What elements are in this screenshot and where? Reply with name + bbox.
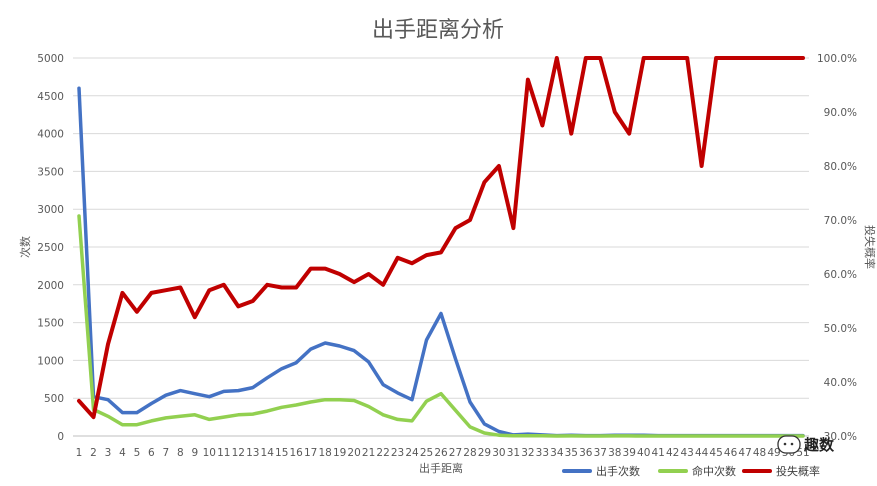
x-tick-label: 17	[304, 447, 317, 459]
x-tick-label: 8	[177, 447, 184, 459]
y2-tick-label: 100.0%	[817, 53, 857, 65]
y-tick-label: 0	[57, 431, 64, 443]
y-tick-label: 3000	[37, 204, 64, 216]
y-tick-label: 500	[44, 393, 64, 405]
watermark: 趣数	[777, 435, 835, 454]
x-tick-label: 5	[134, 447, 141, 459]
x-tick-label: 16	[290, 447, 304, 459]
y2-tick-label: 30.0%	[824, 431, 857, 443]
x-tick-label: 1	[76, 447, 83, 459]
x-tick-label: 35	[565, 447, 578, 459]
x-tick-label: 36	[579, 447, 593, 459]
series-line-1	[77, 214, 805, 438]
y-axis-title: 次数	[18, 236, 32, 258]
x-tick-label: 39	[623, 447, 636, 459]
x-tick-label: 48	[753, 447, 766, 459]
wechat-icon	[777, 435, 801, 454]
y-tick-label: 2500	[37, 242, 64, 254]
x-tick-label: 49	[767, 447, 780, 459]
x-tick-label: 26	[434, 447, 448, 459]
x-tick-label: 12	[232, 447, 245, 459]
x-tick-label: 4	[119, 447, 126, 459]
x-tick-label: 30	[492, 447, 505, 459]
y-tick-label: 5000	[37, 53, 64, 65]
x-tick-label: 45	[709, 447, 722, 459]
x-tick-label: 15	[275, 447, 288, 459]
chart-title: 出手距离分析	[372, 18, 504, 43]
x-tick-label: 21	[362, 447, 375, 459]
x-tick-label: 25	[420, 447, 433, 459]
legend-label-1: 命中次数	[692, 464, 736, 478]
x-axis-ticks: 1 2 3 4 5 6 7 8 9 10 11 12 13 14 15 16 17 18 19 20 21 22 23 24 2…	[76, 447, 810, 459]
x-tick-label: 13	[246, 447, 259, 459]
x-tick-label: 24	[405, 447, 419, 459]
y2-tick-label: 90.0%	[824, 107, 857, 119]
y2-axis-title: 投失概率	[863, 225, 877, 269]
x-tick-label: 51	[796, 447, 809, 459]
x-tick-label: 32	[521, 447, 534, 459]
x-tick-label: 27	[449, 447, 462, 459]
x-tick-label: 47	[738, 447, 751, 459]
x-tick-label: 44	[695, 447, 709, 459]
x-tick-label: 38	[608, 447, 621, 459]
x-tick-label: 40	[637, 447, 650, 459]
y2-tick-label: 50.0%	[824, 323, 857, 335]
y-axis-ticks: 0 500 1000 1500 2000 2500 3000 3500 4000 4500 5000	[37, 53, 64, 443]
x-tick-label: 34	[550, 447, 564, 459]
y-tick-label: 1000	[37, 355, 64, 367]
series-lines	[77, 56, 805, 438]
x-tick-label: 14	[261, 447, 275, 459]
x-tick-label: 9	[191, 447, 198, 459]
x-tick-label: 3	[105, 447, 112, 459]
x-tick-label: 46	[724, 447, 738, 459]
x-tick-label: 23	[391, 447, 404, 459]
y-tick-label: 4000	[37, 129, 64, 141]
y2-tick-label: 80.0%	[824, 161, 857, 173]
x-tick-label: 7	[163, 447, 170, 459]
x-tick-label: 18	[318, 447, 331, 459]
x-tick-label: 43	[680, 447, 693, 459]
legend-label-0: 出手次数	[596, 464, 640, 478]
x-tick-label: 41	[652, 447, 665, 459]
watermark-text: 趣数	[803, 436, 835, 454]
x-tick-label: 31	[507, 447, 520, 459]
x-tick-label: 20	[347, 447, 360, 459]
x-tick-label: 42	[666, 447, 679, 459]
y-tick-label: 2000	[37, 280, 64, 292]
y2-tick-label: 60.0%	[824, 269, 857, 281]
legend: 出手次数 命中次数 投失概率	[562, 464, 820, 478]
x-tick-label: 2	[90, 447, 97, 459]
x-tick-label: 33	[536, 447, 549, 459]
x-tick-label: 10	[203, 447, 216, 459]
legend-label-2: 投失概率	[776, 464, 820, 478]
y-tick-label: 4500	[37, 91, 64, 103]
x-axis-title: 出手距离	[419, 461, 463, 475]
y-tick-label: 1500	[37, 318, 64, 330]
y2-axis-ticks: 30.0% 40.0% 50.0% 60.0% 70.0% 80.0% 90.0% 100.0…	[817, 53, 857, 443]
series-line-2	[77, 56, 805, 420]
x-tick-label: 22	[376, 447, 389, 459]
x-tick-label: 37	[594, 447, 607, 459]
x-tick-label: 19	[333, 447, 346, 459]
x-tick-label: 28	[463, 447, 476, 459]
y2-tick-label: 70.0%	[824, 215, 857, 227]
x-tick-label: 29	[478, 447, 491, 459]
x-tick-label: 6	[148, 447, 155, 459]
y-tick-label: 3500	[37, 166, 64, 178]
x-tick-label: 11	[217, 447, 230, 459]
y2-tick-label: 40.0%	[824, 377, 857, 389]
